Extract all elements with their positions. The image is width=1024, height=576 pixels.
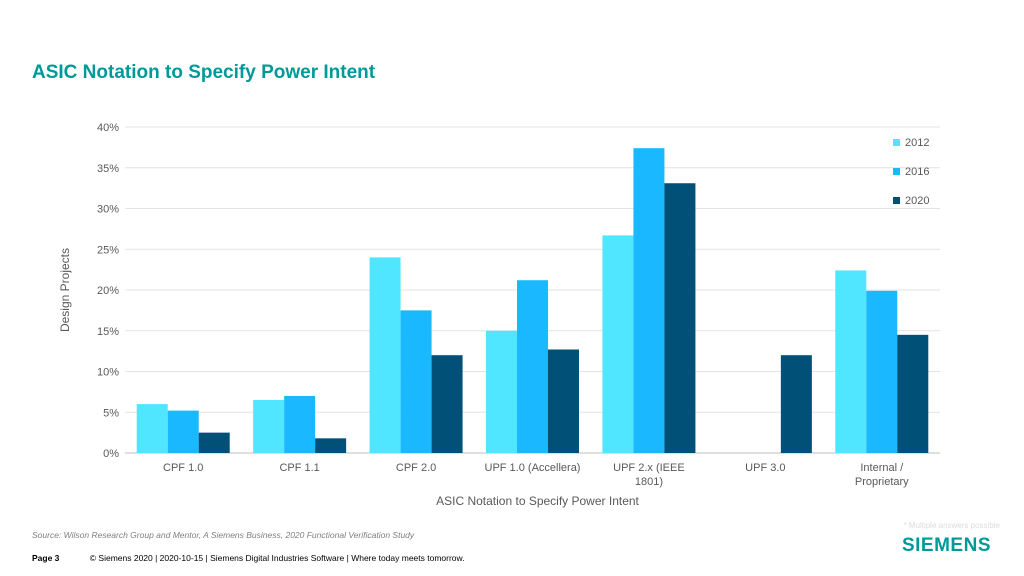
page-number: Page 3 — [32, 553, 59, 563]
y-tick-label: 5% — [103, 407, 119, 419]
y-tick-label: 0% — [103, 448, 119, 460]
x-category-label: CPF 2.0 — [396, 462, 436, 474]
y-tick-label: 30% — [97, 204, 119, 216]
bar-2012 — [486, 331, 517, 453]
y-tick-label: 25% — [97, 244, 119, 256]
x-axis-title: ASIC Notation to Specify Power Intent — [436, 494, 639, 508]
x-category-label: Proprietary — [855, 476, 909, 488]
y-tick-label: 10% — [97, 367, 119, 379]
x-category-label: CPF 1.0 — [163, 462, 203, 474]
bar-2020 — [199, 433, 230, 453]
bar-2016 — [517, 280, 548, 453]
bar-2020 — [315, 438, 346, 453]
bar-2016 — [633, 148, 664, 453]
footnote: * Multiple answers possible — [904, 521, 1001, 530]
bar-2012 — [370, 257, 401, 453]
siemens-logo: SIEMENS — [902, 535, 991, 557]
bar-2020 — [548, 349, 579, 453]
bar-2016 — [284, 396, 315, 453]
x-category-label: Internal / — [860, 462, 904, 474]
bar-2016 — [401, 310, 432, 453]
y-tick-label: 40% — [97, 122, 119, 134]
bar-2020 — [664, 183, 695, 453]
bar-2012 — [253, 400, 284, 453]
x-category-label: UPF 2.x (IEEE — [613, 462, 685, 474]
y-tick-label: 35% — [97, 163, 119, 175]
y-axis-title: Design Projects — [58, 248, 72, 332]
bar-2020 — [897, 335, 928, 453]
copyright-text: © Siemens 2020 | 2020-10-15 | Siemens Di… — [90, 553, 465, 563]
source-note: Source: Wilson Research Group and Mentor… — [32, 530, 414, 540]
bar-2012 — [835, 270, 866, 453]
bar-chart: 0% 5% 10% 15% 20% 25% 30% 35% 40% CPF 1.0 CPF 1.1 C… — [0, 0, 1024, 520]
bar-2012 — [137, 404, 168, 453]
legend-label-2012: 2012 — [905, 137, 929, 149]
bar-2016 — [866, 291, 897, 453]
legend-swatch-2012 — [893, 139, 900, 146]
y-tick-label: 20% — [97, 285, 119, 297]
x-category-label: 1801) — [635, 476, 663, 488]
y-tick-label: 15% — [97, 326, 119, 338]
x-category-label: CPF 1.1 — [279, 462, 319, 474]
legend-swatch-2020 — [893, 197, 900, 204]
x-category-label: UPF 1.0 (Accellera) — [485, 462, 581, 474]
bar-2016 — [168, 411, 199, 453]
bar-2020 — [432, 355, 463, 453]
footer: Page 3 © Siemens 2020 | 2020-10-15 | Sie… — [32, 553, 465, 563]
bar-2020 — [781, 355, 812, 453]
bar-2012 — [602, 235, 633, 453]
legend-label-2016: 2016 — [905, 166, 929, 178]
legend-swatch-2016 — [893, 168, 900, 175]
x-category-label: UPF 3.0 — [745, 462, 785, 474]
legend-label-2020: 2020 — [905, 195, 929, 207]
